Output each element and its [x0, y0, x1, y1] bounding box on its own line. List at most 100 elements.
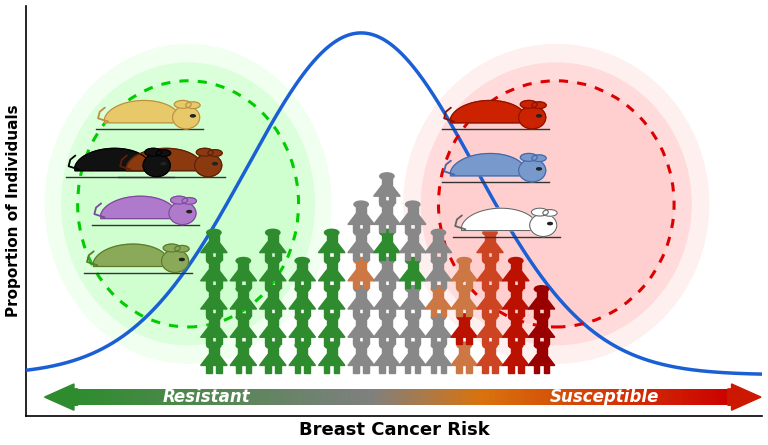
Circle shape [483, 229, 497, 236]
Polygon shape [477, 355, 503, 365]
Circle shape [379, 173, 394, 179]
Bar [150, 389, 152, 405]
Polygon shape [379, 196, 385, 203]
Bar [511, 317, 521, 327]
Bar [727, 389, 730, 405]
Bar [485, 346, 495, 355]
Bar [76, 389, 78, 405]
Bar [710, 389, 712, 405]
Bar [300, 389, 303, 405]
Bar [517, 389, 519, 405]
Polygon shape [230, 270, 257, 281]
Bar [626, 389, 628, 405]
Bar [502, 389, 504, 405]
Bar [649, 389, 651, 405]
Bar [345, 389, 347, 405]
Polygon shape [289, 355, 316, 365]
Polygon shape [289, 270, 316, 281]
Polygon shape [304, 337, 310, 344]
Circle shape [354, 229, 369, 236]
Bar [605, 389, 607, 405]
Polygon shape [466, 337, 472, 344]
Bar [610, 389, 612, 405]
Bar [128, 389, 131, 405]
Bar [708, 389, 710, 405]
Polygon shape [334, 309, 339, 316]
Polygon shape [334, 253, 339, 260]
Bar [495, 389, 498, 405]
Bar [660, 389, 663, 405]
Circle shape [164, 244, 180, 252]
Bar [153, 389, 155, 405]
Bar [630, 389, 632, 405]
Bar [413, 389, 415, 405]
Polygon shape [304, 281, 310, 288]
Polygon shape [275, 253, 280, 260]
Bar [190, 389, 193, 405]
Circle shape [325, 286, 339, 292]
Bar [456, 389, 458, 405]
Bar [140, 389, 142, 405]
Bar [485, 317, 495, 327]
Bar [145, 389, 147, 405]
Circle shape [236, 286, 250, 292]
Polygon shape [353, 253, 359, 260]
Bar [680, 389, 683, 405]
Bar [197, 389, 200, 405]
Polygon shape [275, 281, 280, 288]
Polygon shape [528, 298, 554, 309]
Circle shape [207, 229, 221, 236]
Bar [382, 317, 392, 327]
Bar [433, 389, 435, 405]
Bar [238, 261, 248, 270]
Circle shape [186, 102, 200, 109]
Bar [670, 389, 673, 405]
Ellipse shape [421, 62, 692, 345]
Ellipse shape [439, 81, 674, 327]
Polygon shape [104, 101, 180, 123]
Circle shape [295, 258, 310, 264]
Polygon shape [466, 309, 472, 316]
Polygon shape [275, 309, 280, 316]
Bar [102, 389, 104, 405]
Bar [433, 289, 443, 298]
Bar [452, 389, 455, 405]
Bar [122, 389, 124, 405]
Bar [592, 389, 594, 405]
Circle shape [483, 314, 497, 320]
Bar [187, 389, 190, 405]
Circle shape [406, 201, 420, 208]
Polygon shape [265, 337, 270, 344]
Bar [667, 389, 670, 405]
Bar [439, 389, 442, 405]
Polygon shape [441, 253, 446, 260]
Bar [245, 389, 247, 405]
Bar [326, 317, 336, 327]
Polygon shape [324, 281, 329, 288]
Circle shape [295, 314, 310, 320]
Bar [168, 389, 170, 405]
Bar [409, 389, 411, 405]
Polygon shape [451, 270, 478, 281]
Polygon shape [236, 281, 241, 288]
Polygon shape [324, 337, 329, 344]
Polygon shape [379, 281, 385, 288]
Bar [511, 289, 521, 298]
Circle shape [483, 342, 497, 349]
Polygon shape [206, 365, 212, 372]
Bar [215, 389, 217, 405]
Bar [537, 289, 547, 298]
Bar [459, 389, 462, 405]
Polygon shape [389, 281, 395, 288]
Bar [407, 389, 409, 405]
Bar [217, 389, 220, 405]
Bar [171, 389, 174, 405]
Bar [379, 389, 382, 405]
Bar [438, 389, 440, 405]
Polygon shape [374, 327, 400, 337]
Bar [361, 389, 363, 405]
Polygon shape [482, 253, 488, 260]
Polygon shape [399, 355, 426, 365]
Bar [559, 389, 561, 405]
Bar [528, 389, 531, 405]
